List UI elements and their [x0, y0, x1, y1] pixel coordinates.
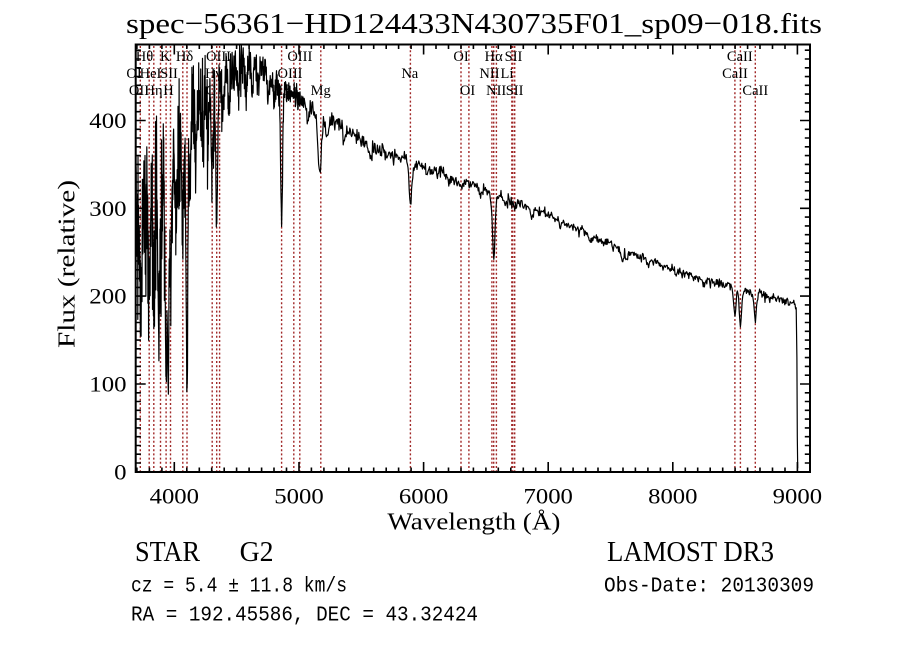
svg-text:Hγ: Hγ: [205, 66, 222, 82]
svg-text:G: G: [206, 83, 217, 99]
svg-text:Hδ: Hδ: [176, 49, 193, 65]
svg-text:Hβ: Hβ: [273, 83, 291, 99]
svg-text:OII: OII: [129, 83, 149, 99]
svg-text:CaII: CaII: [727, 49, 753, 65]
svg-text:G2: G2: [240, 536, 274, 568]
svg-text:Hθ: Hθ: [136, 49, 153, 65]
svg-text:cz = 5.4 ± 11.8 km/s: cz = 5.4 ± 11.8 km/s: [131, 575, 347, 598]
svg-text:spec−56361−HD124433N430735F01_: spec−56361−HD124433N430735F01_sp09−018.f…: [126, 8, 822, 40]
svg-text:SII: SII: [506, 83, 524, 99]
svg-text:100: 100: [89, 372, 126, 397]
svg-text:8000: 8000: [648, 484, 697, 509]
svg-text:7000: 7000: [524, 484, 573, 509]
svg-text:OI: OI: [460, 83, 475, 99]
svg-text:9000: 9000: [773, 484, 822, 509]
svg-text:200: 200: [89, 284, 126, 309]
svg-text:NII: NII: [479, 66, 499, 82]
svg-text:H: H: [163, 83, 174, 99]
svg-text:SII: SII: [505, 49, 523, 65]
svg-text:Hα: Hα: [485, 49, 503, 65]
svg-text:4000: 4000: [150, 484, 199, 509]
svg-text:400: 400: [89, 108, 126, 133]
svg-text:NII: NII: [486, 83, 506, 99]
svg-text:STAR: STAR: [135, 536, 201, 568]
svg-text:RA = 192.45586, DEC = 43.3242: RA = 192.45586, DEC = 43.32424: [131, 604, 478, 627]
svg-text:6000: 6000: [399, 484, 448, 509]
svg-text:OIII: OIII: [206, 49, 231, 65]
svg-text:Na: Na: [401, 66, 418, 82]
svg-text:0: 0: [114, 459, 126, 484]
svg-text:Wavelength (Å): Wavelength (Å): [387, 510, 560, 536]
svg-text:Li: Li: [501, 66, 514, 82]
svg-text:LAMOST DR3: LAMOST DR3: [607, 536, 774, 568]
svg-text:5000: 5000: [274, 484, 323, 509]
svg-text:Hη: Hη: [144, 83, 162, 99]
svg-text:CaII: CaII: [742, 83, 768, 99]
svg-text:Obs-Date: 20130309: Obs-Date: 20130309: [604, 575, 814, 598]
svg-text:Flux (relative): Flux (relative): [55, 180, 81, 348]
svg-text:OIII: OIII: [287, 49, 312, 65]
svg-text:OIII: OIII: [278, 66, 303, 82]
svg-text:K: K: [160, 49, 171, 65]
svg-text:Mg: Mg: [311, 83, 331, 99]
svg-text:300: 300: [89, 196, 126, 221]
svg-text:SII: SII: [160, 66, 178, 82]
svg-text:CaII: CaII: [722, 66, 748, 82]
svg-text:HeI: HeI: [140, 66, 162, 82]
svg-text:OI: OI: [453, 49, 468, 65]
svg-text:OI: OI: [126, 66, 141, 82]
